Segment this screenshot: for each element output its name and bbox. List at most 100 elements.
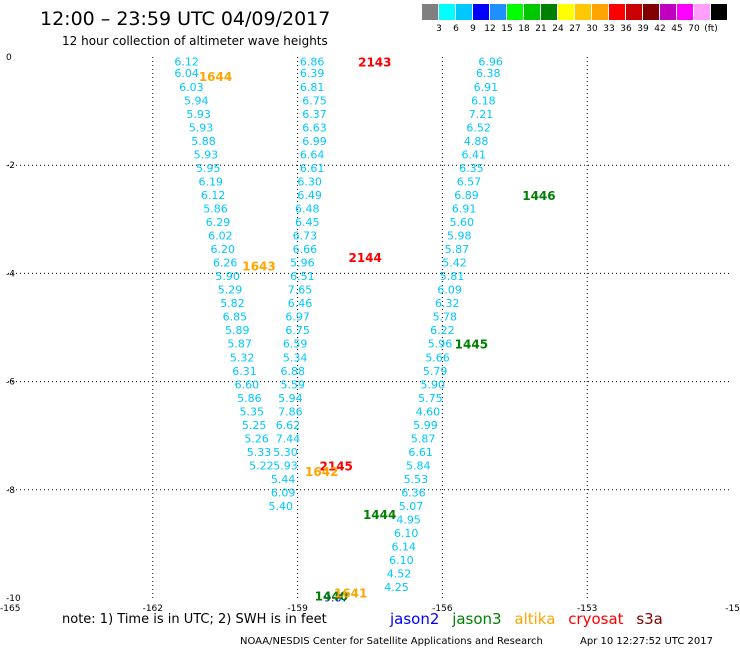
wave-height-value: 6.20 xyxy=(211,243,236,256)
x-tick-label: -162 xyxy=(143,604,163,614)
x-tick-label: -159 xyxy=(287,604,308,614)
wave-height-value: 6.12 xyxy=(174,55,199,68)
wave-height-value: 5.60 xyxy=(449,216,474,229)
wave-height-value: 6.64 xyxy=(300,148,325,161)
wave-height-value: 5.95 xyxy=(196,162,221,175)
pass-time-label: 1440 xyxy=(315,589,348,603)
wave-height-value: 6.45 xyxy=(295,216,320,229)
wave-height-value: 6.04 xyxy=(174,67,199,80)
wave-height-value: 6.29 xyxy=(206,216,231,229)
scale-swatch xyxy=(473,4,489,20)
scale-label: 39 xyxy=(637,24,649,34)
wave-height-value: 5.93 xyxy=(189,121,214,134)
scale-swatch xyxy=(558,4,574,20)
wave-height-value: 5.07 xyxy=(399,500,424,513)
x-tick-label: -15 xyxy=(725,604,740,614)
wave-height-value: 6.03 xyxy=(179,81,204,94)
scale-label: (ft) xyxy=(704,24,718,34)
scale-label: 70 xyxy=(688,24,700,34)
wave-height-value: 6.36 xyxy=(401,487,426,500)
y-tick-label: -8 xyxy=(6,486,15,496)
y-tick-label: -6 xyxy=(6,378,15,388)
wave-height-value: 6.26 xyxy=(213,257,238,270)
wave-height-value: 6.31 xyxy=(232,365,257,378)
scale-label: 3 xyxy=(436,24,442,34)
wave-height-value: 5.96 xyxy=(428,338,453,351)
pass-time-label: 1644 xyxy=(199,70,232,84)
wave-height-value: 6.96 xyxy=(478,55,503,68)
wave-height-value: 5.40 xyxy=(268,500,293,513)
wave-height-value: 6.37 xyxy=(302,108,327,121)
y-tick-label: -2 xyxy=(6,161,15,171)
wave-height-value: 5.81 xyxy=(440,270,465,283)
wave-height-value: 6.62 xyxy=(276,419,301,432)
wave-height-value: 6.41 xyxy=(462,148,487,161)
y-tick-label: 0 xyxy=(6,53,12,63)
pass-time-label: 1642 xyxy=(305,465,338,479)
pass-time-label: 1445 xyxy=(455,338,488,352)
wave-height-value: 5.94 xyxy=(278,392,303,405)
pass-time-label: 1643 xyxy=(242,259,275,273)
wave-height-value: 6.59 xyxy=(283,338,308,351)
legend-cryosat: cryosat xyxy=(568,610,624,628)
wave-height-value: 5.88 xyxy=(191,135,216,148)
wave-height-value: 6.10 xyxy=(389,554,414,567)
scale-label: 24 xyxy=(552,24,564,34)
wave-height-value: 5.22 xyxy=(249,459,274,472)
wave-height-value: 5.93 xyxy=(194,148,219,161)
scale-label: 6 xyxy=(453,24,459,34)
wave-height-value: 5.98 xyxy=(447,230,472,243)
wave-height-value: 6.46 xyxy=(288,297,313,310)
wave-height-value: 5.78 xyxy=(433,311,458,324)
wave-height-value: 5.96 xyxy=(290,257,315,270)
wave-height-value: 6.09 xyxy=(271,487,296,500)
wave-height-value: 6.91 xyxy=(474,81,499,94)
wave-height-value: 6.61 xyxy=(408,446,433,459)
wave-height-value: 5.30 xyxy=(273,446,298,459)
page-subtitle: 12 hour collection of altimeter wave hei… xyxy=(62,34,328,48)
scale-label: 36 xyxy=(620,24,632,34)
wave-height-value: 6.30 xyxy=(297,175,322,188)
wave-height-value: 5.86 xyxy=(237,392,262,405)
wave-height-value: 6.35 xyxy=(459,162,484,175)
scale-swatch xyxy=(490,4,506,20)
scale-swatch xyxy=(456,4,472,20)
pass-time-label: 1641 xyxy=(334,587,367,601)
wave-height-value: 5.94 xyxy=(184,94,209,107)
wave-height-value: 6.97 xyxy=(285,311,310,324)
wave-height-value: 5.75 xyxy=(418,392,443,405)
wave-height-value: 5.25 xyxy=(242,419,267,432)
wave-height-value: 6.75 xyxy=(302,94,327,107)
wave-height-value: 4.95 xyxy=(396,514,421,527)
wave-height-value: 5.32 xyxy=(230,351,255,364)
wave-height-value: 5.79 xyxy=(423,365,448,378)
scale-swatch xyxy=(677,4,693,20)
scale-swatch xyxy=(507,4,523,20)
scale-label: 45 xyxy=(671,24,683,34)
y-tick-label: -4 xyxy=(6,269,15,279)
wave-height-value: 6.10 xyxy=(394,527,419,540)
wave-height-value: 5.93 xyxy=(273,459,298,472)
wave-height-value: 5.44 xyxy=(271,473,296,486)
wave-height-value: 6.88 xyxy=(281,365,306,378)
scale-swatch xyxy=(439,4,455,20)
wave-height-value: 5.42 xyxy=(442,257,467,270)
scale-swatch xyxy=(660,4,676,20)
scale-swatch xyxy=(541,4,557,20)
wave-height-value: 6.63 xyxy=(302,121,327,134)
scale-swatch xyxy=(626,4,642,20)
wave-height-value: 6.81 xyxy=(300,81,325,94)
wave-height-value: 6.22 xyxy=(430,324,455,337)
scale-label: 21 xyxy=(535,24,547,34)
wave-height-value: 6.60 xyxy=(235,378,260,391)
x-tick-label: -165 xyxy=(0,604,20,614)
wave-height-value: 5.89 xyxy=(225,324,250,337)
wave-height-value: 7.44 xyxy=(276,432,301,445)
credit-line: NOAA/NESDIS Center for Satellite Applica… xyxy=(240,636,543,647)
scale-label: 18 xyxy=(518,24,530,34)
wave-height-value: 4.25 xyxy=(384,581,409,594)
wave-height-value: 5.26 xyxy=(244,432,269,445)
wave-height-value: 6.02 xyxy=(208,230,233,243)
scale-swatch xyxy=(524,4,540,20)
